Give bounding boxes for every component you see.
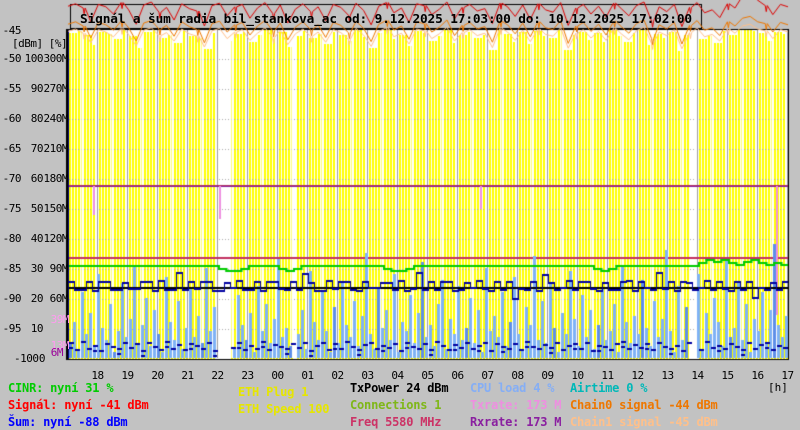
legend-item: Connections 1 [350,398,442,412]
graph-title: Signál a šum radia bil_stankova_ac od: 9… [80,12,692,27]
y-axis-pct-label: 90 [30,82,44,95]
y-axis-pct-label: 0 [38,352,46,365]
hour-label: 01 [301,369,314,382]
y-axis-rate-label: 60M [49,292,69,305]
hour-label: 06 [451,369,464,382]
y-axis-dbm-label: -95 [2,322,22,335]
y-axis-rate-label: 150M [43,202,69,215]
y-axis-dbm-label: -85 [2,262,22,275]
y-axis-units-label: [dBm] [%] [12,37,68,50]
hour-label: 09 [541,369,554,382]
y-axis-pct-label: 30 [30,262,44,275]
hour-label: 18 [91,369,104,382]
legend-item: Chain0 signal -44 dBm [570,398,718,412]
legend-item: Freq 5580 MHz [350,415,442,429]
y-axis-pct-label: 80 [30,112,44,125]
hour-label: 10 [571,369,584,382]
y-axis-rate-label: 240M [43,112,69,125]
legend-item: Signál: nyní -41 dBm [8,398,149,412]
hour-label: 17 [781,369,794,382]
y-axis-dbm-label: -50 [2,52,22,65]
y-axis-rate-label: 180M [43,172,69,185]
hour-label: 22 [211,369,224,382]
hour-label: 16 [751,369,764,382]
y-axis-dbm-label: -70 [2,172,22,185]
legend-item: CINR: nyní 31 % [8,381,114,395]
y-axis-rate-label: 120M [43,232,69,245]
y-axis-pct-label: 40 [30,232,44,245]
y-axis-rate-label: 270M [43,82,69,95]
hour-label: 02 [331,369,344,382]
hour-label: 14 [691,369,704,382]
y-axis-rate-label: 90M [49,262,69,275]
y-axis-pct-label: 20 [30,292,44,305]
hour-label: 03 [361,369,374,382]
hour-label: 08 [511,369,524,382]
legend-item: Rxrate: 173 M [470,415,562,429]
hour-label: 11 [601,369,614,382]
y-axis-dbm-label: -100 [14,352,39,365]
rate-marker-label: 13M [50,339,70,352]
y-axis-rate-label: 210M [43,142,69,155]
hour-label: 13 [661,369,674,382]
x-axis-unit-label: [h] [768,381,788,394]
y-axis-pct-label: 70 [30,142,44,155]
y-axis-pct-label: 100 [24,52,44,65]
hour-label: 04 [391,369,404,382]
hour-label: 05 [421,369,434,382]
y-axis-top-label: -45 [2,24,22,37]
y-axis-pct-label: 10 [30,322,44,335]
y-axis-dbm-label: -80 [2,232,22,245]
hour-label: 19 [121,369,134,382]
y-axis-dbm-label: -65 [2,142,22,155]
legend-item: ETH Speed 100 [238,402,330,416]
hour-label: 07 [481,369,494,382]
hour-label: 00 [271,369,284,382]
legend-item: Chain1 signal -45 dBm [570,415,718,429]
y-axis-pct-label: 50 [30,202,44,215]
y-axis-dbm-label: -60 [2,112,22,125]
hour-label: 23 [241,369,254,382]
legend-item: Txrate: 173 M [470,398,562,412]
legend-item: TxPower 24 dBm [350,381,449,395]
rate-marker-label: 6M [50,346,64,359]
hour-label: 15 [721,369,734,382]
legend-item: Airtime 0 % [570,381,648,395]
legend-item: CPU load 4 % [470,381,555,395]
y-axis-dbm-label: -55 [2,82,22,95]
legend-item: ETH Plug 1 [238,385,309,399]
rate-marker-label: 39M [50,313,70,326]
legend-item: Šum: nyní -88 dBm [8,415,128,429]
hour-label: 21 [181,369,194,382]
hour-label: 12 [631,369,644,382]
y-axis-dbm-label: -75 [2,202,22,215]
y-axis-dbm-label: -90 [2,292,22,305]
y-axis-pct-label: 60 [30,172,44,185]
hour-label: 20 [151,369,164,382]
y-axis-rate-label: 300M [43,52,69,65]
